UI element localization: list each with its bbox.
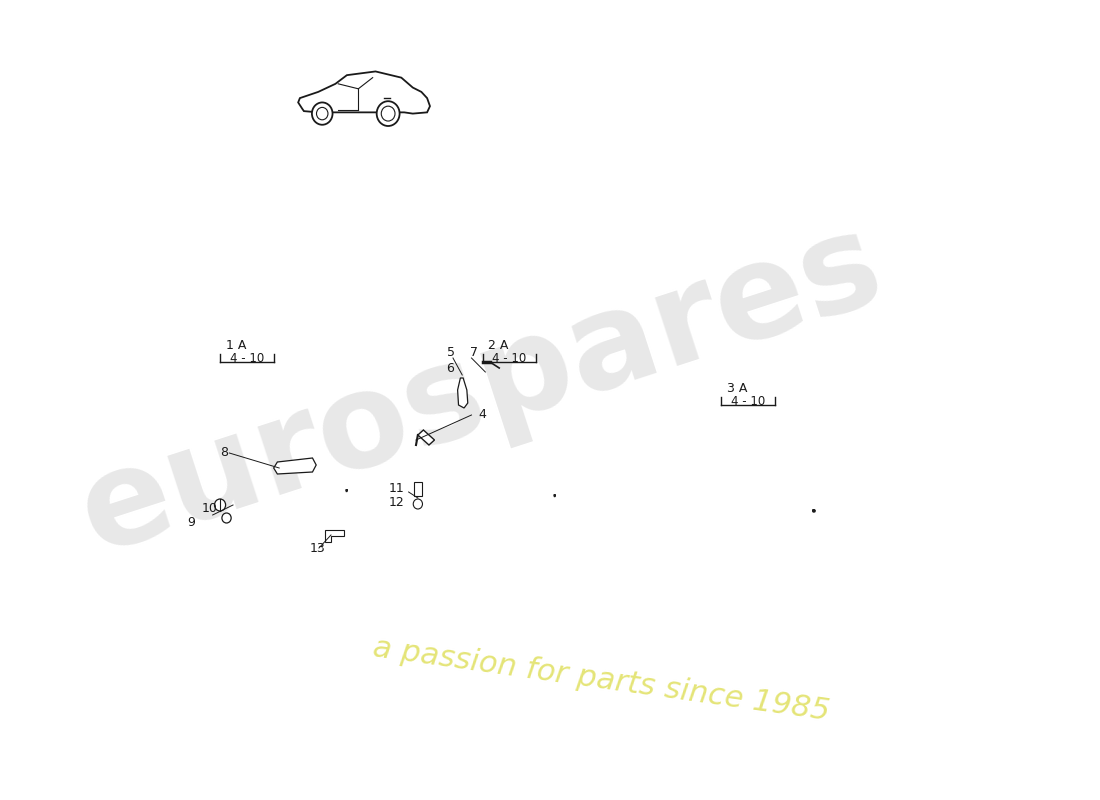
Circle shape xyxy=(414,499,422,509)
Text: 3 A: 3 A xyxy=(727,382,747,395)
Polygon shape xyxy=(326,530,344,542)
Polygon shape xyxy=(458,378,468,408)
Text: 4 - 10: 4 - 10 xyxy=(230,352,264,365)
Polygon shape xyxy=(274,458,316,474)
Text: eurospares: eurospares xyxy=(64,201,898,579)
Circle shape xyxy=(382,106,395,121)
Text: 9: 9 xyxy=(187,515,195,529)
Text: 4: 4 xyxy=(478,409,486,422)
Text: 4 - 10: 4 - 10 xyxy=(730,395,764,408)
Text: 2 A: 2 A xyxy=(488,339,508,352)
Circle shape xyxy=(376,101,399,126)
Text: 5: 5 xyxy=(447,346,454,358)
Circle shape xyxy=(214,499,225,511)
Polygon shape xyxy=(298,71,430,114)
Text: 8: 8 xyxy=(220,446,228,459)
Circle shape xyxy=(317,107,328,120)
Text: 1 A: 1 A xyxy=(226,339,246,352)
Text: 6: 6 xyxy=(447,362,454,374)
Text: 11: 11 xyxy=(389,482,405,494)
Text: 7: 7 xyxy=(470,346,477,358)
Text: 12: 12 xyxy=(389,495,405,509)
Bar xyxy=(415,482,421,496)
Circle shape xyxy=(222,513,231,523)
Text: 13: 13 xyxy=(310,542,326,554)
Circle shape xyxy=(312,102,332,125)
Text: 4 - 10: 4 - 10 xyxy=(492,352,527,365)
Polygon shape xyxy=(418,430,434,445)
Text: a passion for parts since 1985: a passion for parts since 1985 xyxy=(371,634,832,726)
Text: 10: 10 xyxy=(201,502,218,514)
